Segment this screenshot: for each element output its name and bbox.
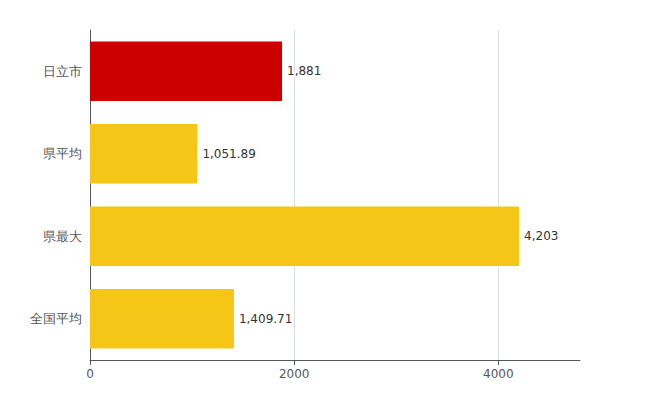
svg-text:1,051.89: 1,051.89 xyxy=(202,147,255,161)
svg-text:日立市: 日立市 xyxy=(43,64,82,79)
svg-text:県最大: 県最大 xyxy=(43,229,82,244)
svg-text:県平均: 県平均 xyxy=(43,146,82,161)
svg-text:全国平均: 全国平均 xyxy=(30,311,82,326)
svg-text:1,409.71: 1,409.71 xyxy=(239,312,292,326)
svg-text:2000: 2000 xyxy=(279,367,310,381)
svg-text:1,881: 1,881 xyxy=(287,64,321,78)
svg-text:4000: 4000 xyxy=(483,367,514,381)
svg-text:4,203: 4,203 xyxy=(524,229,558,243)
svg-text:0: 0 xyxy=(86,367,94,381)
